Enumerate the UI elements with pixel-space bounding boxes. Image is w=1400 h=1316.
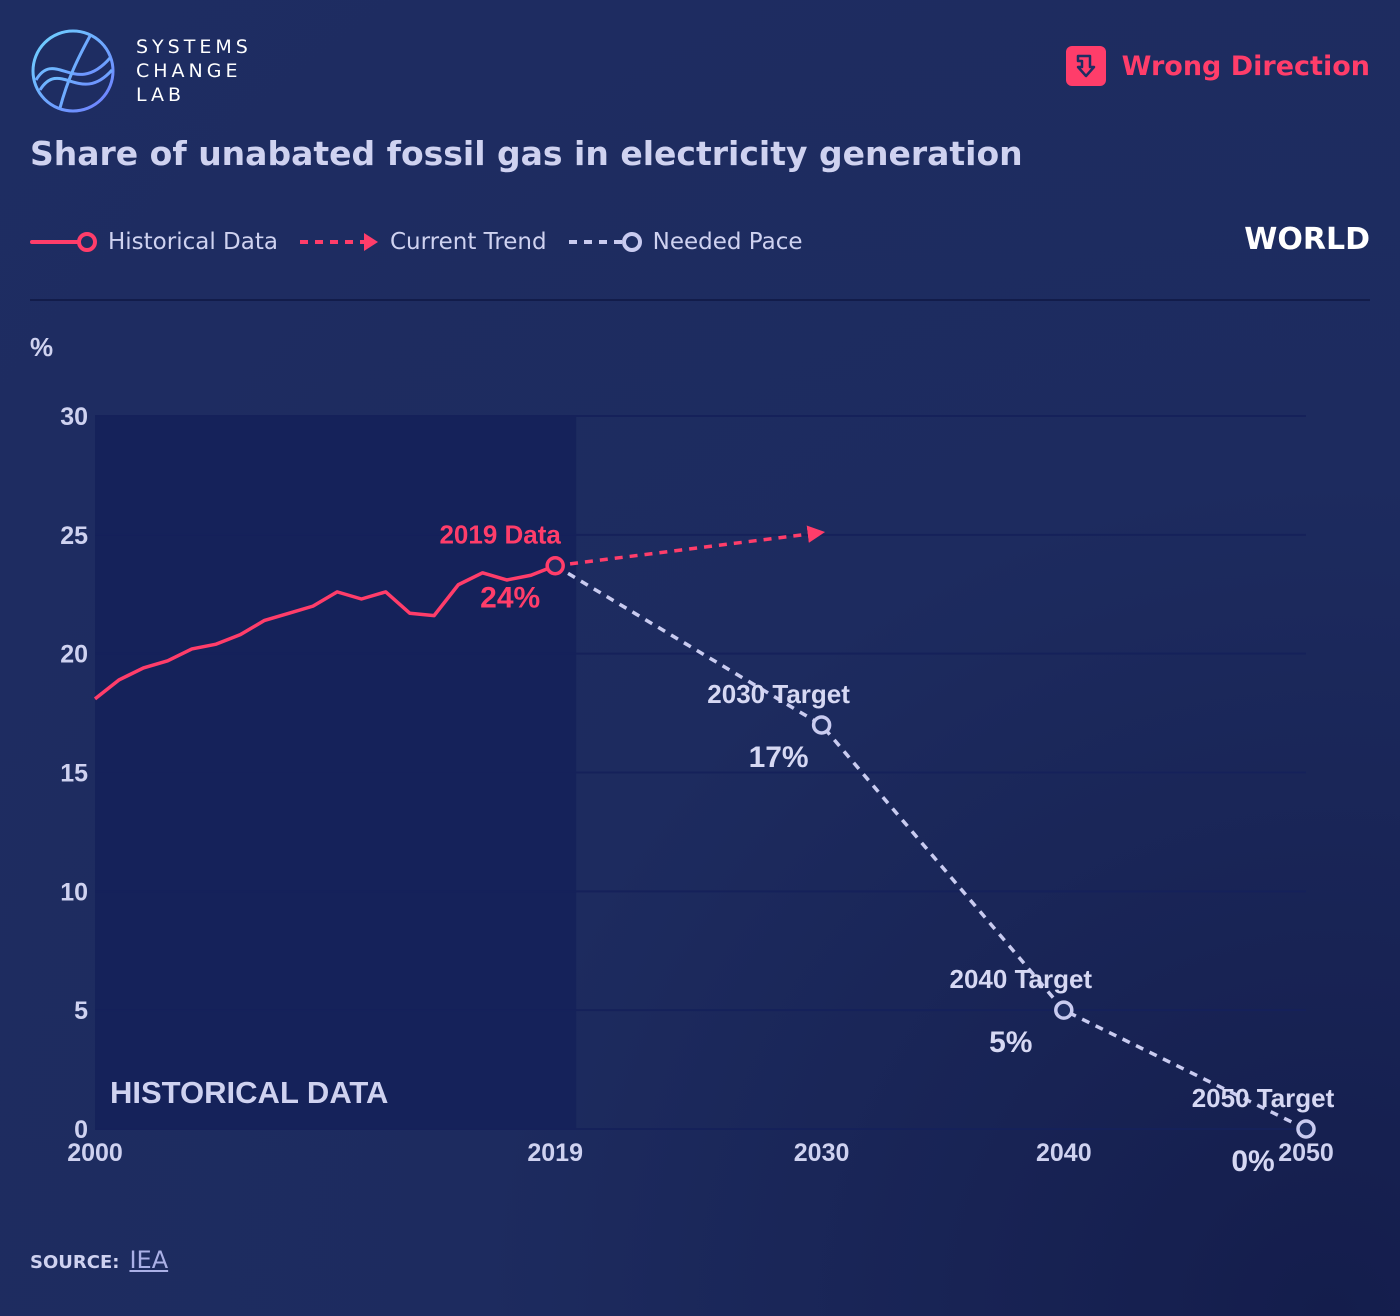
historical-region-label: HISTORICAL DATA <box>110 1075 388 1110</box>
target-point <box>811 715 832 735</box>
systems-change-lab-logo-icon <box>31 29 115 113</box>
historical-line <box>93 564 556 701</box>
annotation-label: 2040 Target <box>950 964 1093 994</box>
legend-item-needed: Needed Pace <box>567 229 803 255</box>
y-tick-label: 30 <box>60 403 88 431</box>
down-arrow-icon <box>1065 46 1106 86</box>
brand-logo: SYSTEMS CHANGE LAB <box>30 28 252 114</box>
trend-arrow-icon <box>299 233 378 251</box>
y-tick-label: 0 <box>74 1116 88 1144</box>
y-tick-label: 20 <box>60 641 88 669</box>
region-label: WORLD <box>1244 222 1370 257</box>
source-label: SOURCE: <box>30 1252 120 1273</box>
x-tick-label: 2030 <box>794 1139 850 1167</box>
legend-item-trend: Current Trend <box>298 229 547 255</box>
y-tick-label: 5 <box>74 997 88 1025</box>
y-tick-label: 25 <box>60 522 88 550</box>
brand-name: SYSTEMS CHANGE LAB <box>136 35 252 107</box>
status-label: Wrong Direction <box>1121 50 1370 82</box>
annotation-label: 2030 Target <box>707 679 850 709</box>
target-point <box>1296 1119 1316 1139</box>
series-layer <box>93 525 1316 1139</box>
target-point <box>1054 1000 1074 1020</box>
annotation-label: 2019 Data <box>439 520 561 550</box>
source-link[interactable]: IEA <box>129 1246 169 1274</box>
annotation-value: 17% <box>749 741 809 774</box>
y-tick-label: 10 <box>60 878 88 906</box>
annotation-value: 0% <box>1231 1145 1274 1178</box>
legend-label: Current Trend <box>389 229 547 255</box>
brand-line: SYSTEMS <box>136 36 252 58</box>
header-divider <box>30 299 1370 301</box>
x-tick-label: 2000 <box>67 1139 123 1167</box>
annotation-value: 24% <box>480 582 540 615</box>
brand-line: CHANGE <box>136 60 242 82</box>
needed-pace-line <box>554 564 1307 1131</box>
current-trend-line <box>554 525 826 568</box>
brand-line: LAB <box>136 84 186 106</box>
x-tick-label: 2040 <box>1036 1139 1092 1167</box>
legend-item-historical: Historical Data <box>30 229 278 255</box>
annotation-value: 5% <box>989 1026 1032 1059</box>
latest-data-point <box>545 555 565 576</box>
status-badge: Wrong Direction <box>1065 46 1370 86</box>
historical-line-icon <box>30 232 97 252</box>
y-axis-label: % <box>30 332 53 362</box>
legend-label: Historical Data <box>108 229 278 255</box>
chart-legend: Historical Data Current Trend Needed Pac… <box>30 224 823 260</box>
x-tick-label: 2050 <box>1278 1139 1334 1167</box>
y-tick-label: 15 <box>60 760 88 788</box>
label-layer: % 0 5 10 15 20 25 30 2000 2019 2030 2040 2050 HISTORI… <box>30 332 1335 1178</box>
needed-pace-icon <box>568 232 642 252</box>
legend-label: Needed Pace <box>652 229 803 255</box>
chart-title: Share of unabated fossil gas in electric… <box>30 134 1023 173</box>
source-line: SOURCE: IEA <box>30 1246 168 1274</box>
x-tick-label: 2019 <box>527 1139 583 1167</box>
annotation-label: 2050 Target <box>1192 1083 1335 1113</box>
